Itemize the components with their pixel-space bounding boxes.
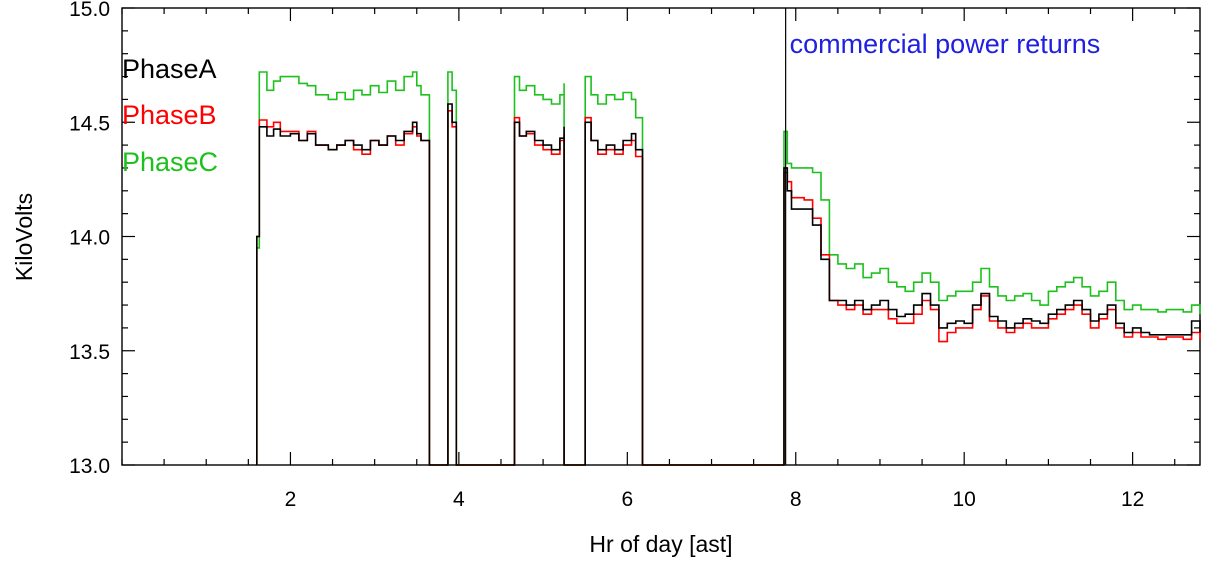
x-tick-label: 4 — [453, 488, 465, 511]
series-line-phasec — [256, 71, 1201, 466]
y-tick-label: 13.5 — [69, 341, 110, 364]
x-tick-label: 2 — [285, 488, 297, 511]
x-tick-label: 6 — [621, 488, 633, 511]
legend-entry-phasec: PhaseC — [122, 147, 218, 177]
x-tick-label: 10 — [953, 488, 976, 511]
series-lines — [256, 71, 1201, 466]
x-axis-label: Hr of day [ast] — [589, 531, 732, 557]
series-line-phaseb — [256, 110, 1201, 466]
legend-entry-phasea: PhaseA — [122, 54, 217, 84]
y-tick-label: 15.0 — [69, 0, 110, 21]
series-line-phasea — [256, 103, 1201, 466]
legend-entry-phaseb: PhaseB — [122, 100, 217, 130]
x-tick-label: 12 — [1121, 488, 1144, 511]
x-tick-label: 8 — [790, 488, 802, 511]
axis-ticks: 2 4 6 8 10 12 13.0 13.5 14.0 14.5 15.0 — [69, 0, 1200, 511]
annotation-label: commercial power returns — [790, 29, 1101, 59]
y-tick-label: 14.0 — [69, 227, 110, 250]
y-tick-label: 14.5 — [69, 112, 110, 135]
legend: PhaseA PhaseB PhaseC — [122, 54, 218, 177]
y-axis-label: KiloVolts — [11, 193, 37, 281]
y-tick-label: 13.0 — [69, 455, 110, 478]
annotation-layer: commercial power returns — [785, 8, 1101, 465]
